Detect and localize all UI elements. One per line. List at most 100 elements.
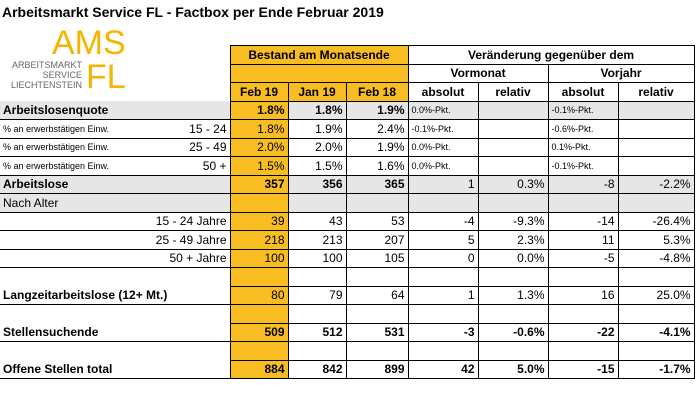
title: Arbeitsmarkt Service FL - Factbox per En… (2, 4, 384, 20)
header-stock: Bestand am Monatsende (229, 45, 409, 65)
value-cell: 1.5% (229, 156, 289, 176)
value-cell: 899 (345, 359, 409, 379)
value-cell: -22 (547, 322, 619, 342)
value-cell: -0.6%-Pkt. (547, 119, 619, 139)
blank (287, 267, 347, 287)
data-row: Langzeitarbeitslose (12+ Mt.) 80 79 64 1 1.3%… (0, 285, 695, 305)
value-cell: 531 (345, 322, 409, 342)
value-cell: -15 (547, 359, 619, 379)
value-cell: 1 (407, 174, 479, 194)
value-cell: -14 (547, 211, 619, 231)
blank (287, 341, 347, 361)
row-label: Langzeitarbeitslose (12+ Mt.) (0, 286, 230, 305)
spacer-row (0, 304, 695, 324)
value-cell: 1 (407, 285, 479, 305)
value-cell: 16 (547, 285, 619, 305)
blank (0, 83, 230, 102)
value-cell: 5.0% (477, 359, 549, 379)
value-cell (477, 137, 549, 157)
value-cell: -0.1%-Pkt. (407, 119, 479, 139)
value-cell (345, 193, 409, 213)
blank (0, 342, 230, 361)
value-cell: 100 (287, 248, 347, 268)
data-row: Arbeitslose 357 356 365 1 0.3% -8 -2.2% (0, 174, 695, 194)
blank (229, 341, 289, 361)
blank (287, 304, 347, 324)
data-row: Nach Alter (0, 193, 695, 213)
blank (0, 305, 230, 324)
logo-bottom: FL (86, 58, 126, 96)
value-cell: 1.8% (287, 100, 347, 120)
value-cell (617, 100, 695, 120)
value-cell: 1.9% (287, 119, 347, 139)
value-cell: 356 (287, 174, 347, 194)
spacer-row (0, 341, 695, 361)
value-cell: 365 (345, 174, 409, 194)
table: Bestand am Monatsende Veränderung gegenüb… (0, 45, 695, 379)
value-cell (229, 193, 289, 213)
blank (477, 341, 549, 361)
value-cell (477, 119, 549, 139)
row-label: Arbeitslose (0, 175, 230, 194)
value-cell: -5 (547, 248, 619, 268)
row-label: % an erwerbstätigen Einw. (0, 156, 160, 176)
value-cell: 842 (287, 359, 347, 379)
blank (0, 268, 230, 287)
value-cell: 2.3% (477, 230, 549, 250)
value-cell: -2.2% (617, 174, 695, 194)
value-cell: 11 (547, 230, 619, 250)
value-cell: -1.7% (617, 359, 695, 379)
row-label: 25 - 49 Jahre (0, 230, 230, 250)
value-cell: 2.0% (287, 137, 347, 157)
logo-line: ARBEITSMARKT (11, 60, 82, 70)
blank (617, 341, 695, 361)
column-header: absolut (407, 82, 479, 102)
row-label: 15 - 24 Jahre (0, 212, 230, 231)
row-sublabel: 50 + (160, 156, 230, 176)
value-cell (477, 156, 549, 176)
row-label: % an erwerbstätigen Einw. (0, 119, 160, 139)
value-cell: 213 (287, 230, 347, 250)
blank (0, 46, 230, 65)
value-cell: 0.0% (477, 248, 549, 268)
row-label: Nach Alter (0, 193, 230, 213)
blank (547, 267, 619, 287)
value-cell: 39 (229, 211, 289, 231)
data-row: 15 - 24 Jahre 39 43 53 -4 -9.3% -14 -26.4% (0, 211, 695, 231)
value-cell: -8 (547, 174, 619, 194)
value-cell: 1.5% (287, 156, 347, 176)
header-prev-month: Vormonat (407, 63, 549, 83)
blank (0, 64, 230, 83)
column-header: Jan 19 (287, 82, 347, 102)
blank (547, 304, 619, 324)
header-row: Feb 19 Jan 19 Feb 18 absolut relativ absolut r… (0, 82, 695, 102)
row-label: 50 + Jahre (0, 249, 230, 268)
row-sublabel: 25 - 49 (160, 138, 230, 157)
blank (407, 267, 479, 287)
value-cell: 2.0% (229, 137, 289, 157)
value-cell: 1.3% (477, 285, 549, 305)
header-change: Veränderung gegenüber dem (407, 45, 695, 65)
value-cell: 0.0%-Pkt. (407, 100, 479, 120)
blank (477, 267, 549, 287)
blank (345, 267, 409, 287)
value-cell: -0.6% (477, 322, 549, 342)
logo-lines: ARBEITSMARKT SERVICE LIECHTENSTEIN (0, 60, 82, 90)
logo-line: LIECHTENSTEIN (10, 80, 82, 90)
value-cell: 0.0%-Pkt. (407, 156, 479, 176)
value-cell (617, 137, 695, 157)
value-cell: 53 (345, 211, 409, 231)
data-row: 50 + Jahre 100 100 105 0 0.0% -5 -4.8% (0, 248, 695, 268)
data-row: 25 - 49 Jahre 218 213 207 5 2.3% 11 5.3% (0, 230, 695, 250)
value-cell (617, 193, 695, 213)
value-cell: 0 (407, 248, 479, 268)
value-cell: 2.4% (345, 119, 409, 139)
data-row: Stellensuchende 509 512 531 -3 -0.6% -22 -4.1% (0, 322, 695, 342)
value-cell: 0.0%-Pkt. (407, 137, 479, 157)
column-header: relativ (617, 82, 695, 102)
blank (477, 304, 549, 324)
value-cell: 100 (229, 248, 289, 268)
value-cell: 1.6% (345, 156, 409, 176)
value-cell: 1.8% (229, 119, 289, 139)
